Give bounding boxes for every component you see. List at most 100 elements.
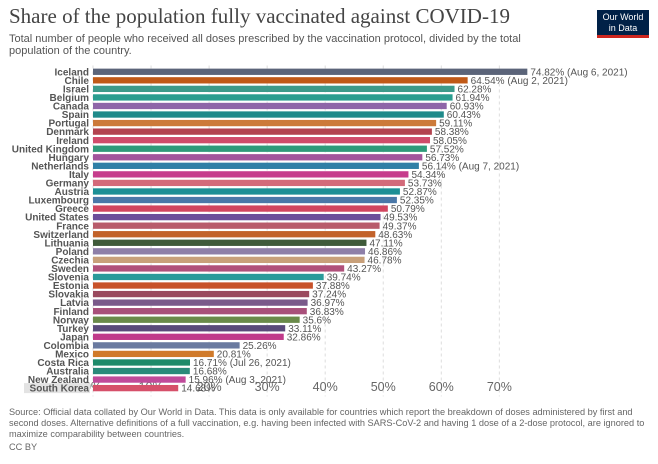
country-label[interactable]: Israel (63, 84, 89, 95)
country-label[interactable]: United Kingdom (12, 144, 89, 155)
value-label: 46.86% (368, 247, 402, 258)
bar[interactable] (93, 316, 300, 323)
bar[interactable] (93, 102, 447, 110)
value-label: 56.73% (425, 153, 459, 164)
owid-logo[interactable]: Our World in Data (597, 10, 649, 38)
bar[interactable] (93, 248, 366, 255)
country-label[interactable]: Australia (46, 367, 89, 378)
license-label[interactable]: CC BY (9, 442, 38, 452)
bar[interactable] (93, 205, 388, 212)
value-label: 15.96% (Aug 3, 2021) (189, 375, 286, 386)
country-label[interactable]: Canada (53, 102, 90, 113)
bar[interactable] (93, 290, 310, 298)
bar[interactable] (93, 68, 528, 75)
bar[interactable] (93, 308, 307, 315)
country-label[interactable]: Slovakia (48, 290, 89, 301)
country-label[interactable]: Hungary (48, 153, 89, 164)
value-label: 61.94% (456, 93, 490, 104)
bar[interactable] (93, 325, 286, 332)
bar[interactable] (93, 162, 419, 169)
country-label[interactable]: Austria (55, 187, 90, 198)
x-tick-label: 40% (313, 380, 338, 394)
chart-title: Share of the population fully vaccinated… (9, 4, 510, 28)
bar[interactable] (93, 213, 381, 221)
bar[interactable] (93, 188, 400, 195)
bar[interactable] (93, 333, 284, 340)
x-tick-label: 70% (487, 380, 512, 394)
x-tick-label: 50% (371, 380, 396, 394)
country-label[interactable]: Iceland (55, 67, 89, 78)
bar[interactable] (93, 282, 313, 289)
country-label[interactable]: Portugal (48, 119, 89, 130)
bar[interactable] (93, 265, 345, 272)
country-label[interactable]: Greece (55, 204, 89, 215)
bar[interactable] (93, 359, 191, 366)
bar[interactable] (93, 239, 367, 246)
value-label: 74.82% (Aug 6, 2021) (530, 67, 627, 78)
bar[interactable] (93, 222, 380, 229)
country-label[interactable]: Slovenia (48, 273, 90, 284)
value-label: 48.63% (378, 230, 412, 241)
country-label[interactable]: Japan (60, 332, 89, 343)
country-label[interactable]: Netherlands (31, 161, 89, 172)
bar[interactable] (93, 256, 365, 264)
country-label[interactable]: Mexico (55, 350, 89, 361)
country-label[interactable]: Czechia (51, 255, 89, 266)
value-label: 52.35% (400, 196, 434, 207)
bar[interactable] (93, 299, 308, 306)
value-label: 58.05% (433, 136, 467, 147)
bar[interactable] (93, 171, 409, 178)
bar[interactable] (93, 367, 190, 375)
country-label[interactable]: Luxembourg (28, 196, 89, 207)
country-label[interactable]: Spain (62, 110, 89, 121)
country-label[interactable]: Costa Rica (37, 358, 89, 369)
bar[interactable] (93, 77, 468, 84)
bar[interactable] (93, 111, 444, 118)
country-label[interactable]: Ireland (56, 136, 89, 147)
value-label: 37.24% (312, 290, 346, 301)
country-label[interactable]: South Korea (30, 384, 90, 395)
bar[interactable] (93, 128, 432, 135)
country-label[interactable]: Sweden (51, 264, 89, 275)
value-label: 32.86% (287, 332, 321, 343)
country-label[interactable]: Germany (46, 179, 90, 190)
value-label: 25.26% (243, 341, 277, 352)
bar[interactable] (93, 384, 179, 392)
country-label[interactable]: France (56, 221, 89, 232)
value-label: 20.81% (217, 350, 251, 361)
country-label[interactable]: New Zealand (28, 375, 89, 386)
bar[interactable] (93, 350, 214, 358)
country-label[interactable]: United States (25, 213, 89, 224)
country-label[interactable]: Chile (65, 76, 90, 87)
country-label[interactable]: Finland (53, 307, 89, 318)
bar[interactable] (93, 342, 240, 349)
bar[interactable] (93, 154, 423, 161)
country-label[interactable]: Turkey (57, 324, 89, 335)
country-label[interactable]: Poland (56, 247, 89, 258)
country-label[interactable]: Estonia (53, 281, 90, 292)
value-label: 50.79% (391, 204, 425, 215)
country-label[interactable]: Latvia (60, 298, 89, 309)
country-label[interactable]: Denmark (46, 127, 89, 138)
country-label[interactable]: Italy (69, 170, 89, 181)
country-label[interactable]: Belgium (50, 93, 90, 104)
value-label: 58.38% (435, 127, 469, 138)
country-label[interactable]: Switzerland (33, 230, 89, 241)
bar[interactable] (93, 119, 437, 127)
bar[interactable] (93, 196, 397, 204)
bar[interactable] (93, 179, 405, 187)
value-label: 16.68% (193, 367, 227, 378)
country-label[interactable]: Colombia (43, 341, 89, 352)
bar[interactable] (93, 273, 324, 281)
bar[interactable] (93, 145, 427, 152)
value-label: 64.54% (Aug 2, 2021) (471, 76, 568, 87)
bar[interactable] (93, 231, 376, 238)
country-label[interactable]: Norway (53, 315, 90, 326)
country-label[interactable]: Lithuania (45, 238, 90, 249)
bar[interactable] (93, 94, 453, 101)
bar[interactable] (93, 376, 186, 383)
logo-line-1: Our World (602, 12, 644, 22)
bar[interactable] (93, 85, 455, 93)
bar[interactable] (93, 137, 430, 144)
